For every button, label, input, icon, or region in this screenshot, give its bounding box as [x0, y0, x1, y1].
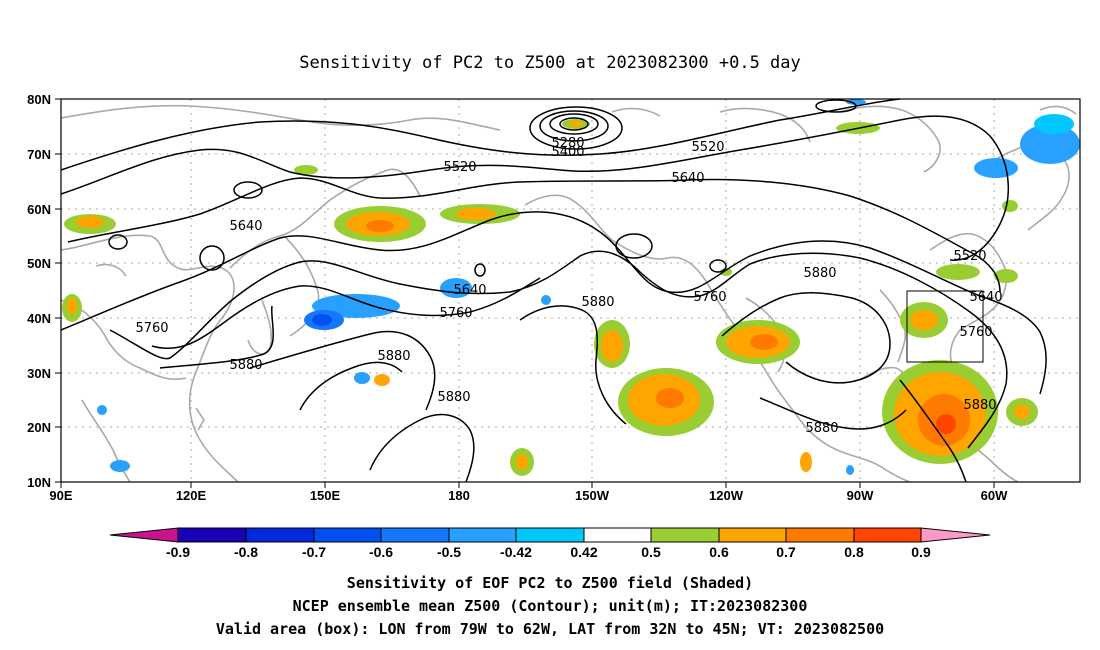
colorbar-label: 0.9 [911, 544, 931, 560]
colorbar-label: 0.42 [570, 544, 597, 560]
valid-area-box [906, 290, 984, 363]
contour-label-5520: 5520 [443, 160, 476, 175]
colorbar-label: -0.7 [302, 544, 326, 560]
colorbar-label: -0.8 [234, 544, 258, 560]
colorbar-swatch [785, 527, 855, 543]
lon-label-60w: 60W [981, 488, 1008, 503]
lon-label-90e: 90E [49, 488, 72, 503]
colorbar-label: -0.42 [500, 544, 532, 560]
colorbar-swatch [313, 527, 382, 543]
contour-label-5280: 5280 [551, 136, 584, 151]
colorbar: -0.9 -0.8 -0.7 -0.6 -0.5 -0.42 0.42 0.5 … [109, 527, 991, 560]
lat-label-10n: 10N [27, 475, 51, 490]
map-panel: 5280 5400 5520 5520 5640 5640 5640 5760 … [60, 98, 1081, 483]
contour-label-5760: 5760 [135, 321, 168, 336]
contour-label-5520: 5520 [691, 140, 724, 155]
contour-label-5400: 5400 [551, 145, 584, 160]
lat-label-40n: 40N [27, 311, 51, 326]
colorbar-swatch [650, 527, 720, 543]
figure-title: Sensitivity of PC2 to Z500 at 2023082300… [299, 53, 801, 73]
caption-line-3: Valid area (box): LON from 79W to 62W, L… [216, 620, 884, 638]
lon-label-180: 180 [448, 488, 470, 503]
map-frame [60, 98, 1081, 483]
colorbar-label: 0.8 [844, 544, 864, 560]
lon-label-120e: 120E [176, 488, 207, 503]
colorbar-max-triangle [920, 527, 991, 543]
lat-axis: 80N 70N 60N 50N 40N 30N 20N 10N [27, 92, 61, 490]
contour-label-5880: 5880 [803, 266, 836, 281]
lat-label-60n: 60N [27, 202, 51, 217]
colorbar-label: 0.6 [709, 544, 729, 560]
lat-label-70n: 70N [27, 147, 51, 162]
colorbar-swatch [718, 527, 787, 543]
lat-label-20n: 20N [27, 420, 51, 435]
lon-axis: 90E 120E 150E 180 150W 120W 90W 60W [49, 482, 1008, 503]
contour-label-5880: 5880 [229, 358, 262, 373]
colorbar-label: -0.9 [166, 544, 190, 560]
contour-label-5760: 5760 [693, 290, 726, 305]
colorbar-label: -0.6 [369, 544, 393, 560]
lat-label-30n: 30N [27, 366, 51, 381]
coastlines [60, 104, 1077, 483]
contour-label-5520: 5520 [953, 249, 986, 264]
contour-labels: 5280 5400 5520 5520 5640 5640 5640 5760 … [135, 136, 1002, 436]
lon-label-150w: 150W [575, 488, 610, 503]
colorbar-swatch [515, 527, 585, 543]
colorbar-swatch [853, 527, 922, 543]
contour-label-5880: 5880 [963, 398, 996, 413]
colorbar-swatch [245, 527, 315, 543]
lon-label-90w: 90W [847, 488, 874, 503]
colorbar-label: -0.5 [437, 544, 461, 560]
contour-label-5880: 5880 [805, 421, 838, 436]
contour-label-5880: 5880 [437, 390, 470, 405]
colorbar-label: 0.7 [776, 544, 796, 560]
negative-shading [97, 99, 1080, 475]
caption-line-1: Sensitivity of EOF PC2 to Z500 field (Sh… [347, 574, 753, 592]
colorbar-swatch [177, 527, 247, 543]
contour-label-5640: 5640 [671, 171, 704, 186]
caption-line-2: NCEP ensemble mean Z500 (Contour); unit(… [293, 597, 808, 615]
lat-label-80n: 80N [27, 92, 51, 107]
colorbar-min-triangle [109, 527, 179, 543]
contour-label-5760: 5760 [439, 306, 472, 321]
contour-label-5640: 5640 [229, 219, 262, 234]
contour-label-5880: 5880 [377, 349, 410, 364]
shaded-sensitivity [62, 99, 1080, 476]
colorbar-swatch [583, 527, 652, 543]
colorbar-swatch [448, 527, 517, 543]
lon-label-150e: 150E [310, 488, 341, 503]
colorbar-label: 0.5 [641, 544, 661, 560]
lat-label-50n: 50N [27, 256, 51, 271]
contour-label-5640: 5640 [969, 290, 1002, 305]
colorbar-swatch [380, 527, 450, 543]
contour-label-5880: 5880 [581, 295, 614, 310]
contour-label-5760: 5760 [959, 325, 992, 340]
contour-label-5640: 5640 [453, 283, 486, 298]
positive-shading [62, 119, 1038, 476]
lon-label-120w: 120W [709, 488, 744, 503]
z500-contours [60, 98, 1047, 483]
